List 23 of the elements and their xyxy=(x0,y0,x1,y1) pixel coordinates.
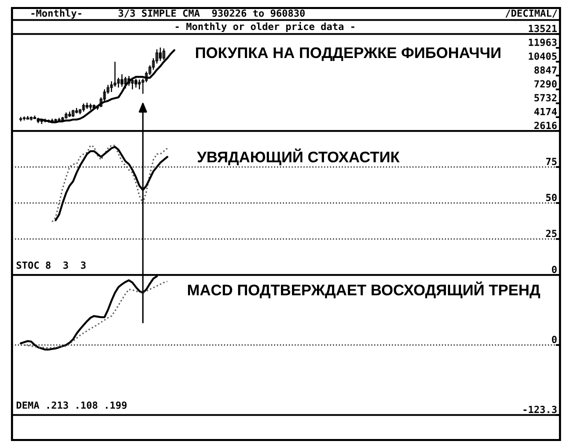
text: -Monthly- xyxy=(31,9,82,19)
y-tick-label: 25 xyxy=(546,230,557,238)
text: 3/3 SIMPLE CMA 930226 to 960830 xyxy=(118,9,305,18)
text: /DECIMAL/ xyxy=(506,9,558,18)
y-tick-label: 0 xyxy=(552,336,557,344)
y-tick-label: 75 xyxy=(546,158,557,166)
y-tick-label: -123.3 xyxy=(524,406,557,414)
y-tick-label: 5732 xyxy=(534,94,556,102)
annotation: ПОКУПКА НА ПОДДЕРЖКЕ ФИБОНАЧЧИ xyxy=(196,47,500,61)
y-tick-label: 2616 xyxy=(534,122,557,130)
y-tick-label: 7290 xyxy=(534,80,557,88)
y-tick-label: 50 xyxy=(546,194,557,202)
chart-title: - Monthly or older price data - xyxy=(176,22,354,32)
y-tick-label: 4174 xyxy=(534,108,557,116)
y-tick-label: 13521 xyxy=(528,24,557,32)
annotation: STOC 8 3 3 xyxy=(16,261,86,269)
y-tick-label: 8847 xyxy=(534,66,556,74)
annotation: MACD ПОДТВЕРЖДАЕТ ВОСХОДЯЩИЙ ТРЕНД xyxy=(188,281,540,298)
y-tick-label: 0 xyxy=(552,266,557,274)
y-tick-label: 11963 xyxy=(528,38,557,46)
annotation: УВЯДАЮЩИЙ СТОХАСТИК xyxy=(197,148,400,166)
y-tick-label: 10405 xyxy=(528,52,557,60)
annotation: DEMA .213 .108 .199 xyxy=(16,401,127,409)
